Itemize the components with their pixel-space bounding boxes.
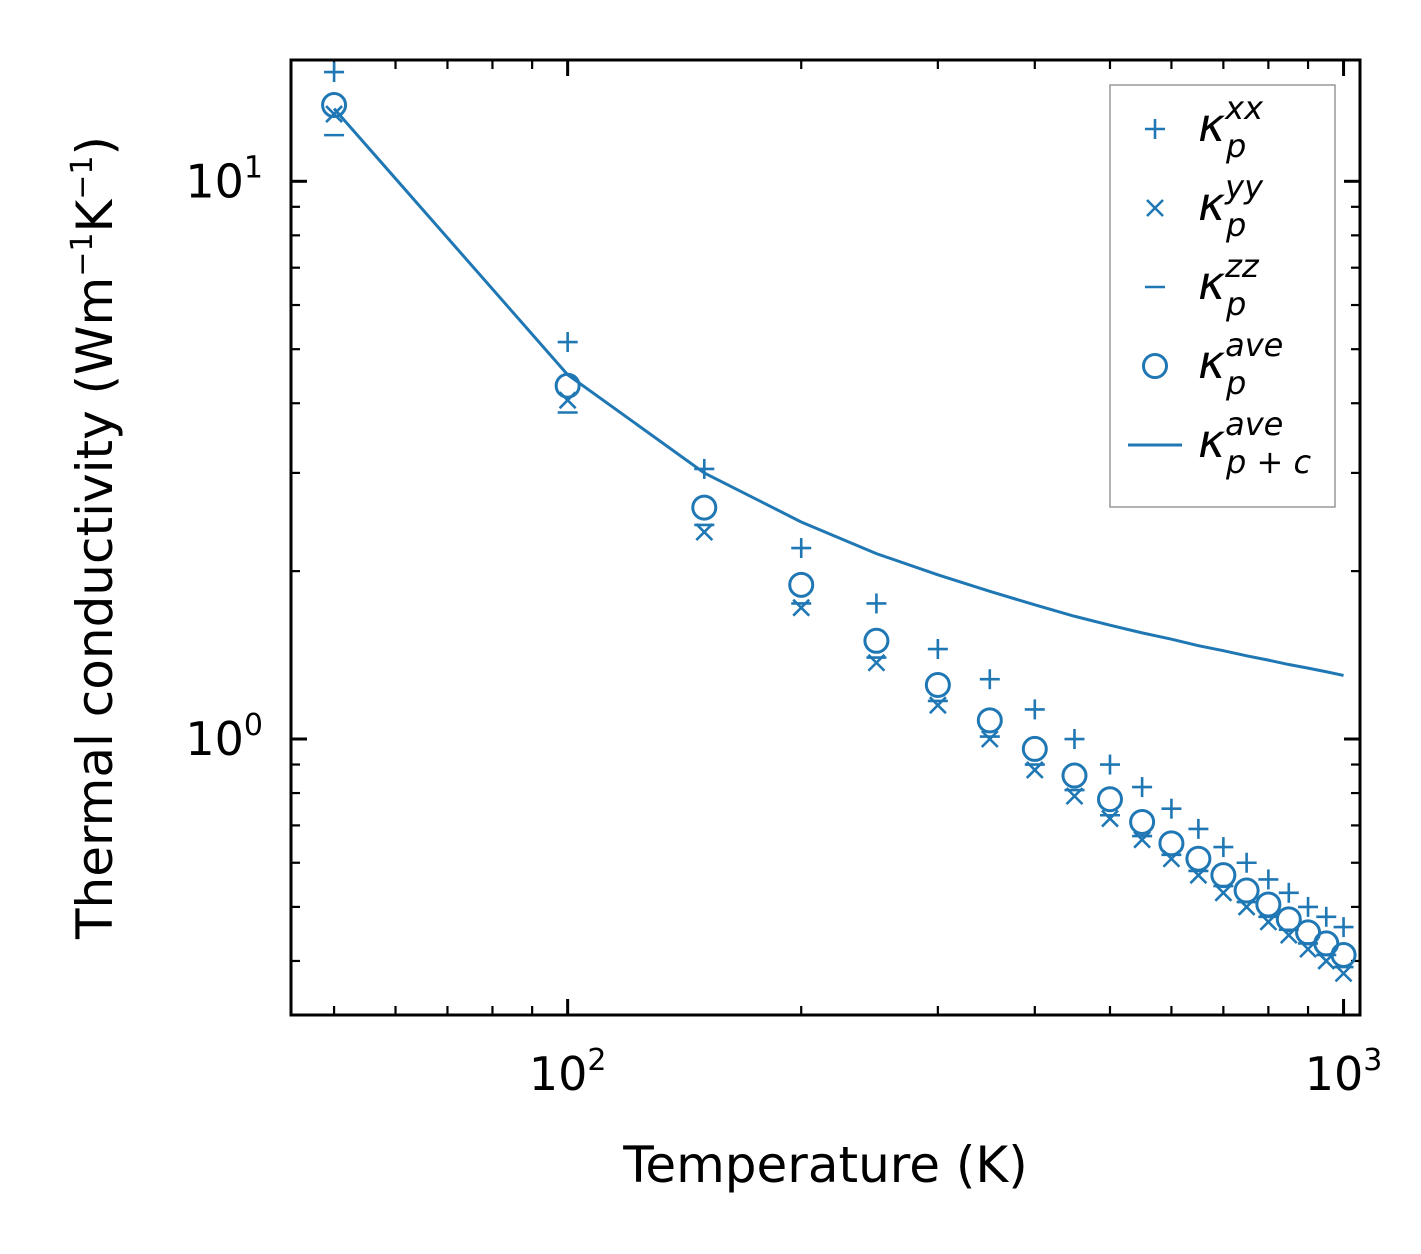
data-point-circle [1096, 786, 1123, 813]
data-point-plus [927, 639, 948, 660]
data-point-x [1214, 883, 1233, 902]
legend-label: κave p [1198, 326, 1283, 402]
y-tick-label: 100 [185, 708, 263, 766]
data-point-circle [1313, 930, 1340, 957]
data-point-x [980, 730, 999, 748]
x-tick-label: 103 [1305, 1043, 1383, 1101]
series-line [332, 107, 1344, 677]
legend-label: κyy p [1198, 168, 1264, 244]
data-point-x-b [980, 730, 999, 748]
data-point-circle [1185, 845, 1212, 872]
data-point-plus [1316, 906, 1337, 927]
legend-label: κave p + c [1198, 405, 1311, 481]
data-point-x-b [1133, 830, 1152, 849]
data-point-plus [791, 538, 812, 559]
data-point-x [1101, 809, 1119, 828]
data-point-plus [1298, 896, 1319, 917]
data-point-circle [1210, 862, 1237, 889]
legend-entry: κave p [1142, 326, 1283, 402]
legend-marker-x [1146, 199, 1164, 217]
data-point-circle [1233, 877, 1260, 904]
data-point-x [928, 696, 947, 715]
y-tick-label: 101 [185, 150, 263, 208]
data-point-plus [1024, 699, 1045, 720]
y-axis-label-mid: K [66, 199, 124, 233]
data-point-x-b [1101, 809, 1119, 828]
data-point-circle [976, 707, 1003, 734]
data-point-plus [1333, 917, 1354, 938]
y-axis-label: Thermal conductivity (Wm−1K−1) [65, 136, 124, 940]
legend-marker-plus [1145, 119, 1165, 139]
legend-entry: κave p + c [1128, 405, 1311, 481]
series-kappa_p_ave [321, 92, 1357, 968]
data-point-circle [1021, 735, 1048, 762]
data-point-plus [1099, 754, 1120, 775]
data-point-circle [321, 92, 348, 119]
data-point-plus [1258, 869, 1279, 890]
data-point-circle [1129, 808, 1156, 835]
data-point-circle [554, 372, 581, 399]
data-point-x [1133, 830, 1152, 849]
data-point-x [695, 523, 714, 541]
data-point-x [325, 105, 343, 123]
plot-frame [289, 58, 1362, 1017]
data-point-plus [324, 62, 345, 83]
y-axis-label-sup1: −1 [65, 233, 100, 277]
y-axis-label-sup2: −1 [65, 156, 100, 200]
y-axis-label-end: ) [66, 136, 124, 156]
legend-label: κzz p [1198, 247, 1260, 323]
major-ticks [291, 60, 1360, 1015]
data-series [321, 62, 1357, 983]
data-point-plus [1064, 729, 1085, 750]
tick-labels: 102 103 100 101 [185, 150, 1382, 1101]
data-point-circle [863, 627, 890, 654]
data-point-plus [1213, 837, 1234, 858]
data-point-circle [1255, 891, 1282, 918]
x-axis-label: Temperature (K) [622, 1136, 1027, 1194]
legend-label: κxx p [1198, 89, 1264, 165]
legend-entry: κzz p [1145, 247, 1260, 323]
legend-marker-x-b [1146, 199, 1164, 217]
data-point-plus [1278, 882, 1299, 903]
data-point-plus [979, 669, 1000, 690]
y-axis-label-main: Thermal conductivity (Wm [66, 277, 124, 940]
data-point-circle [691, 494, 718, 521]
data-point-plus [1161, 798, 1182, 819]
series-kappa_p+c_ave [332, 107, 1344, 677]
data-point-x-b [695, 523, 714, 541]
data-point-plus [1188, 818, 1209, 839]
data-point-circle [1275, 906, 1302, 933]
data-point-circle [1061, 762, 1088, 789]
legend-entry: κyy p [1146, 168, 1264, 244]
legend-box [1109, 84, 1336, 508]
data-point-plus [1236, 852, 1257, 873]
data-point-x-b [1214, 883, 1233, 902]
x-tick-label: 102 [529, 1043, 607, 1101]
data-point-circle [1158, 830, 1185, 857]
data-point-x-b [325, 105, 343, 123]
series-kappa_p_xx [324, 62, 1354, 938]
data-point-circle [924, 671, 951, 698]
data-point-plus [557, 332, 578, 353]
data-point-plus [1132, 777, 1153, 798]
legend-entry: κxx p [1145, 89, 1264, 165]
legend-marker-circle [1142, 353, 1168, 379]
data-point-x [792, 598, 811, 617]
data-point-circle [1330, 941, 1357, 968]
data-point-circle [788, 571, 815, 598]
data-point-plus [866, 593, 887, 614]
